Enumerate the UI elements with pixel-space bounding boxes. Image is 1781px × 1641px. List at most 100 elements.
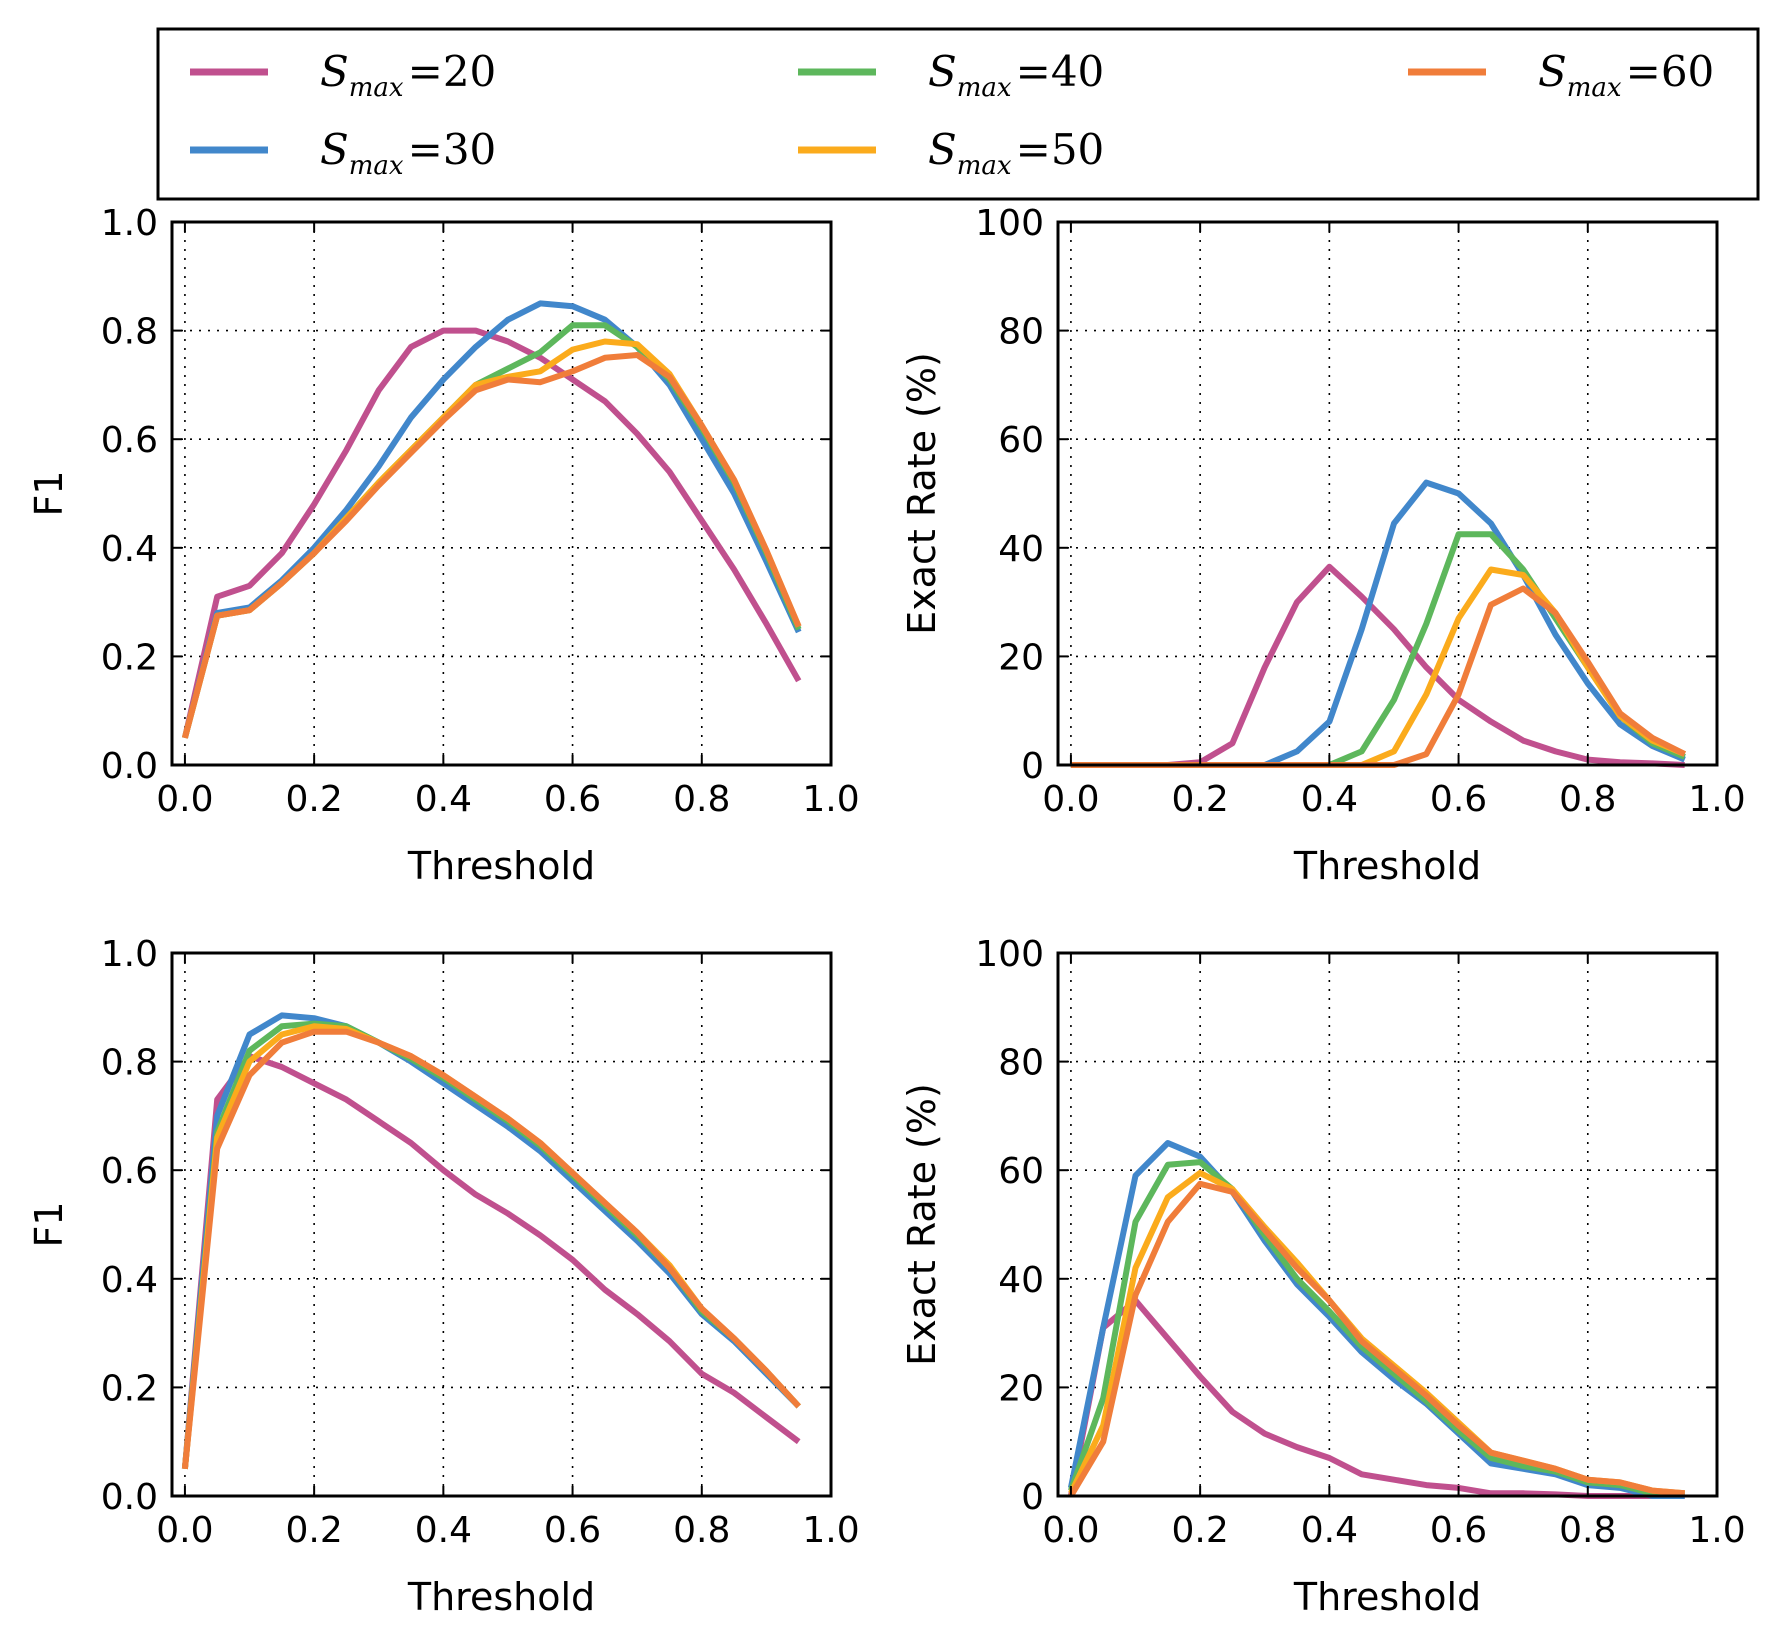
legend-subscript: max <box>957 73 1012 103</box>
x-tick-label: 0.8 <box>673 1510 730 1551</box>
y-tick-label: 40 <box>998 1260 1044 1301</box>
y-tick-label: 0.8 <box>101 1043 158 1084</box>
ticks: 0.0 0.2 0.4 0.6 0.8 1.0 0 20 40 60 80 100 <box>975 934 1745 1551</box>
legend-label: Smax=50 <box>928 125 1104 181</box>
y-tick-label: 0.0 <box>101 1477 158 1518</box>
legend-symbol: S <box>320 47 349 96</box>
x-tick-label: 0.0 <box>1042 779 1099 820</box>
x-tick-label: 0.6 <box>544 779 601 820</box>
x-tick-label: 1.0 <box>802 779 859 820</box>
x-tick-label: 0.4 <box>1301 1510 1358 1551</box>
x-tick-label: 0.4 <box>1301 779 1358 820</box>
legend-operator: = <box>1626 47 1661 96</box>
legend-symbol: S <box>320 125 349 174</box>
y-tick-label: 0.0 <box>101 746 158 787</box>
legend-operator: = <box>1016 125 1051 174</box>
legend-label: Smax=60 <box>1538 47 1714 103</box>
series-line <box>181 1028 801 1470</box>
y-tick-label: 1.0 <box>101 934 158 975</box>
y-tick-label: 40 <box>998 529 1044 570</box>
y-axis-label: F1 <box>27 470 71 516</box>
x-tick-label: 0.2 <box>286 779 343 820</box>
x-tick-label: 0.2 <box>286 1510 343 1551</box>
plot-frame <box>1056 220 1719 767</box>
panel-top-left: 0.0 0.2 0.4 0.6 0.8 1.0 0.0 0.2 0.4 0.6 0.8 1.0 Thre… <box>27 203 860 888</box>
legend-operator: = <box>408 125 443 174</box>
x-tick-label: 0.8 <box>1559 1510 1616 1551</box>
x-axis-label: Threshold <box>407 1575 595 1619</box>
series-line <box>1068 1180 1685 1498</box>
legend-entry: Smax=60 <box>1408 47 1714 103</box>
legend-value: 50 <box>1051 125 1104 174</box>
ticks: 0.0 0.2 0.4 0.6 0.8 1.0 0.0 0.2 0.4 0.6 0.8 1.0 <box>101 203 860 820</box>
x-tick-label: 0.8 <box>673 779 730 820</box>
legend-symbol: S <box>1538 47 1567 96</box>
legend-value: 40 <box>1051 47 1104 96</box>
x-tick-label: 0.4 <box>415 1510 472 1551</box>
y-tick-label: 60 <box>998 420 1044 461</box>
series-group <box>181 300 802 739</box>
y-tick-label: 0 <box>1021 1477 1044 1518</box>
y-axis-label: F1 <box>27 1201 71 1247</box>
y-tick-label: 0.4 <box>101 529 158 570</box>
y-tick-label: 20 <box>998 637 1044 678</box>
legend-value: 20 <box>443 47 496 96</box>
legend-value: 60 <box>1661 47 1714 96</box>
y-tick-label: 0.6 <box>101 420 158 461</box>
x-axis-label: Threshold <box>407 844 595 888</box>
y-tick-label: 0 <box>1021 746 1044 787</box>
y-axis-label: Exact Rate (%) <box>900 352 944 635</box>
x-tick-label: 0.0 <box>156 1510 213 1551</box>
legend-entry: Smax=20 <box>190 47 496 103</box>
legend-subscript: max <box>349 73 404 103</box>
legend-entry: Smax=30 <box>190 125 496 181</box>
legend-label: Smax=30 <box>320 125 496 181</box>
legend-operator: = <box>1016 47 1051 96</box>
panel-top-right: 0.0 0.2 0.4 0.6 0.8 1.0 0 20 40 60 80 100 Threshold E… <box>900 203 1746 888</box>
legend-entry: Smax=50 <box>798 125 1104 181</box>
x-tick-label: 0.0 <box>1042 1510 1099 1551</box>
y-tick-label: 0.8 <box>101 312 158 353</box>
x-tick-label: 0.0 <box>156 779 213 820</box>
legend-subscript: max <box>1567 73 1622 103</box>
legend-entry: Smax=40 <box>798 47 1104 103</box>
y-axis-label: Exact Rate (%) <box>900 1083 944 1366</box>
x-tick-label: 0.6 <box>544 1510 601 1551</box>
x-tick-label: 0.6 <box>1430 779 1487 820</box>
legend-subscript: max <box>349 151 404 181</box>
x-axis-label: Threshold <box>1293 844 1481 888</box>
series-line <box>181 352 802 739</box>
ticks: 0.0 0.2 0.4 0.6 0.8 1.0 0.0 0.2 0.4 0.6 0.8 1.0 <box>101 934 860 1551</box>
legend-subscript: max <box>957 151 1012 181</box>
x-tick-label: 1.0 <box>1688 1510 1745 1551</box>
y-tick-label: 100 <box>975 203 1044 244</box>
plot-frame <box>170 951 833 1498</box>
y-tick-label: 0.2 <box>101 1368 158 1409</box>
panel-bottom-left: 0.0 0.2 0.4 0.6 0.8 1.0 0.0 0.2 0.4 0.6 0.8 1.0 Thre… <box>27 934 860 1619</box>
x-tick-label: 0.6 <box>1430 1510 1487 1551</box>
y-tick-label: 100 <box>975 934 1044 975</box>
series-group <box>181 1012 801 1470</box>
y-tick-label: 1.0 <box>101 203 158 244</box>
x-tick-label: 0.2 <box>1172 1510 1229 1551</box>
x-tick-label: 1.0 <box>802 1510 859 1551</box>
y-tick-label: 80 <box>998 312 1044 353</box>
plot-frame <box>170 220 833 767</box>
y-tick-label: 60 <box>998 1151 1044 1192</box>
x-tick-label: 1.0 <box>1688 779 1745 820</box>
x-tick-label: 0.2 <box>1172 779 1229 820</box>
legend-value: 30 <box>443 125 496 174</box>
plot-frame <box>1056 951 1719 1498</box>
legend-label: Smax=20 <box>320 47 496 103</box>
ticks: 0.0 0.2 0.4 0.6 0.8 1.0 0 20 40 60 80 100 <box>975 203 1745 820</box>
panel-bottom-right: 0.0 0.2 0.4 0.6 0.8 1.0 0 20 40 60 80 100 Threshold E… <box>900 934 1746 1619</box>
legend-symbol: S <box>928 125 957 174</box>
x-tick-label: 0.4 <box>415 779 472 820</box>
grid <box>1058 222 1717 765</box>
legend-frame <box>156 27 1760 201</box>
x-tick-label: 0.8 <box>1559 779 1616 820</box>
y-tick-label: 0.2 <box>101 637 158 678</box>
